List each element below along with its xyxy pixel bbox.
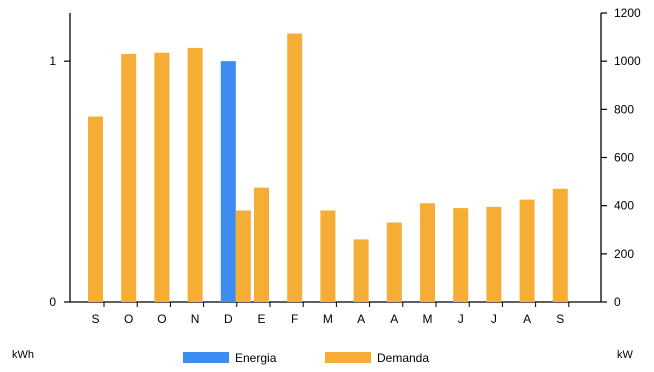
legend-swatch-demanda bbox=[325, 352, 371, 363]
bar-demanda bbox=[353, 239, 369, 302]
bar-demanda bbox=[519, 199, 535, 302]
x-category-label: A bbox=[390, 312, 398, 326]
bar-demanda bbox=[287, 33, 303, 303]
x-category-label: O bbox=[157, 312, 166, 326]
x-category-label: S bbox=[556, 312, 564, 326]
legend-label-energia: Energia bbox=[235, 351, 277, 365]
right-axis-ticks: 0 200 400 600 800 1000 1200 bbox=[601, 6, 641, 309]
left-tick-label: 0 bbox=[49, 295, 56, 309]
x-category-label: M bbox=[323, 312, 333, 326]
legend: Energia Demanda bbox=[183, 351, 429, 365]
x-category-label: O bbox=[124, 312, 133, 326]
right-tick-label: 0 bbox=[614, 295, 621, 309]
bar-demanda bbox=[187, 47, 203, 302]
left-axis-unit-label: kWh bbox=[12, 349, 34, 361]
right-tick-label: 1200 bbox=[614, 6, 641, 20]
x-category-label: D bbox=[224, 312, 233, 326]
bars-layer bbox=[88, 33, 568, 303]
bar-demanda bbox=[235, 210, 251, 302]
x-category-label: A bbox=[357, 312, 365, 326]
right-tick-label: 200 bbox=[614, 247, 634, 261]
x-category-label: A bbox=[523, 312, 531, 326]
bar-demanda bbox=[486, 206, 502, 302]
bar-demanda bbox=[386, 222, 402, 302]
right-tick-label: 1000 bbox=[614, 54, 641, 68]
x-category-label: J bbox=[491, 312, 497, 326]
right-tick-label: 600 bbox=[614, 151, 634, 165]
left-axis-ticks: 01 bbox=[49, 54, 70, 309]
bar-demanda bbox=[88, 116, 103, 302]
bar-energia bbox=[220, 61, 236, 302]
left-tick-label: 1 bbox=[49, 54, 56, 68]
bar-demanda bbox=[552, 188, 568, 302]
bar-demanda bbox=[254, 187, 269, 302]
legend-swatch-energia bbox=[183, 352, 229, 363]
x-category-label: N bbox=[191, 312, 200, 326]
right-tick-label: 800 bbox=[614, 102, 634, 116]
bar-demanda bbox=[420, 203, 435, 302]
x-category-label: E bbox=[257, 312, 265, 326]
x-category-label: J bbox=[458, 312, 464, 326]
bar-demanda bbox=[453, 208, 469, 302]
x-category-label: M bbox=[423, 312, 433, 326]
bar-demanda bbox=[154, 52, 170, 302]
right-axis-unit-label: kW bbox=[617, 349, 634, 361]
right-tick-label: 400 bbox=[614, 199, 634, 213]
bar-demanda bbox=[121, 53, 137, 302]
x-category-label: F bbox=[291, 312, 298, 326]
bar-demanda bbox=[320, 210, 336, 302]
x-category-label: S bbox=[91, 312, 99, 326]
legend-label-demanda: Demanda bbox=[377, 351, 429, 365]
